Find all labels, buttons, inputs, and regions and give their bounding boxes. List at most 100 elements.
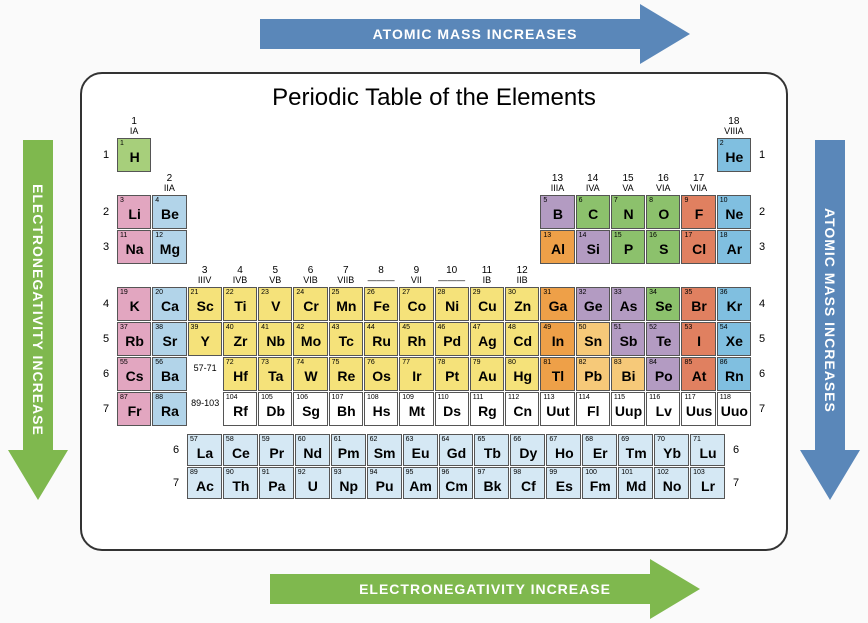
element-Pm: 61Pm (331, 434, 366, 466)
element-Th: 90Th (223, 467, 258, 499)
element-Zr: 40Zr (223, 322, 257, 356)
element-Hg: 80Hg (505, 357, 539, 391)
period-label: 4 (752, 287, 772, 321)
period-label: 3 (752, 230, 772, 264)
element-Sn: 50Sn (576, 322, 610, 356)
f-block-grid: 657La58Ce59Pr60Nd61Pm62Sm63Eu64Gd65Tb66D… (166, 434, 746, 499)
element-Zn: 30Zn (505, 287, 539, 321)
period-label: 5 (96, 322, 116, 356)
element-B: 5B (540, 195, 574, 229)
element-Ge: 32Ge (576, 287, 610, 321)
arrow-electronegativity-right: ELECTRONEGATIVITY INCREASE (270, 559, 700, 619)
element-K: 19K (117, 287, 151, 321)
element-Rb: 37Rb (117, 322, 151, 356)
element-Cl: 17Cl (681, 230, 715, 264)
element-Te: 52Te (646, 322, 680, 356)
period-label: 6 (726, 434, 746, 466)
element-Na: 11Na (117, 230, 151, 264)
element-Pu: 94Pu (367, 467, 402, 499)
arrow-electronegativity-down: ELECTRONEGATIVITY INCREASE (8, 140, 68, 500)
element-Be: 4Be (152, 195, 186, 229)
group-header-18: 18VIIIA (717, 116, 751, 137)
element-Tc: 43Tc (329, 322, 363, 356)
arrow-right-label: ATOMIC MASS INCREASES (822, 208, 838, 413)
element-Db: 105Db (258, 392, 292, 426)
period-label: 1 (752, 138, 772, 172)
element-P: 15P (611, 230, 645, 264)
group-header-4: 4IVB (223, 265, 257, 286)
element-Ne: 10Ne (717, 195, 751, 229)
element-Xe: 54Xe (717, 322, 751, 356)
arrow-atomic-mass-down: ATOMIC MASS INCREASES (800, 140, 860, 500)
element-U: 92U (295, 467, 330, 499)
element-Ce: 58Ce (223, 434, 258, 466)
element-Cf: 98Cf (510, 467, 545, 499)
group-header-3: 3IIIV (188, 265, 222, 286)
element-No: 102No (654, 467, 689, 499)
element-Fm: 100Fm (582, 467, 617, 499)
element-Si: 14Si (576, 230, 610, 264)
group-header-8: 8——— (364, 265, 398, 286)
element-Yb: 70Yb (654, 434, 689, 466)
period-label: 6 (166, 434, 186, 466)
element-Ca: 20Ca (152, 287, 186, 321)
group-header-13: 13IIIA (540, 173, 574, 194)
period-label: 2 (96, 195, 116, 229)
element-Uut: 113Uut (540, 392, 574, 426)
element-Eu: 63Eu (403, 434, 438, 466)
periodic-table-panel: Periodic Table of the Elements 1IA18VIII… (80, 72, 788, 551)
element-Cs: 55Cs (117, 357, 151, 391)
element-Hs: 108Hs (364, 392, 398, 426)
element-Sr: 38Sr (152, 322, 186, 356)
element-Ho: 67Ho (546, 434, 581, 466)
element-C: 6C (576, 195, 610, 229)
element-Np: 93Np (331, 467, 366, 499)
element-As: 33As (611, 287, 645, 321)
period-label: 5 (752, 322, 772, 356)
element-F: 9F (681, 195, 715, 229)
element-V: 23V (258, 287, 292, 321)
element-Nd: 60Nd (295, 434, 330, 466)
element-Pd: 46Pd (435, 322, 469, 356)
period-label: 7 (726, 467, 746, 499)
element-Al: 13Al (540, 230, 574, 264)
group-header-6: 6VIB (293, 265, 327, 286)
element-Er: 68Er (582, 434, 617, 466)
element-Fe: 26Fe (364, 287, 398, 321)
element-Ga: 31Ga (540, 287, 574, 321)
element-Ar: 18Ar (717, 230, 751, 264)
element-Am: 95Am (403, 467, 438, 499)
element-Au: 79Au (470, 357, 504, 391)
element-Cn: 112Cn (505, 392, 539, 426)
element-Cr: 24Cr (293, 287, 327, 321)
element-W: 74W (293, 357, 327, 391)
element-Kr: 36Kr (717, 287, 751, 321)
element-Br: 35Br (681, 287, 715, 321)
element-Ba: 56Ba (152, 357, 186, 391)
element-Po: 84Po (646, 357, 680, 391)
period-label: 7 (752, 392, 772, 426)
element-Tb: 65Tb (474, 434, 509, 466)
element-Sm: 62Sm (367, 434, 402, 466)
periodic-table-grid: 1IA18VIIIA11H2He12IIA13IIIA14IVA15VA16VI… (96, 116, 772, 426)
element-O: 8O (646, 195, 680, 229)
element-89-103: 89-103 (188, 392, 222, 426)
element-Ra: 88Ra (152, 392, 186, 426)
group-header-15: 15VA (611, 173, 645, 194)
arrow-top-label: ATOMIC MASS INCREASES (373, 26, 578, 42)
element-Lr: 103Lr (690, 467, 725, 499)
element-57-71: 57-71 (188, 357, 222, 391)
element-Pb: 82Pb (576, 357, 610, 391)
element-Sg: 106Sg (293, 392, 327, 426)
element-Y: 39Y (188, 322, 222, 356)
group-header-12: 12IIB (505, 265, 539, 286)
element-Ds: 110Ds (435, 392, 469, 426)
element-Cm: 96Cm (439, 467, 474, 499)
group-header-10: 10——— (435, 265, 469, 286)
element-Re: 75Re (329, 357, 363, 391)
element-S: 16S (646, 230, 680, 264)
element-Bi: 83Bi (611, 357, 645, 391)
element-N: 7N (611, 195, 645, 229)
element-Rg: 111Rg (470, 392, 504, 426)
element-Ni: 28Ni (435, 287, 469, 321)
